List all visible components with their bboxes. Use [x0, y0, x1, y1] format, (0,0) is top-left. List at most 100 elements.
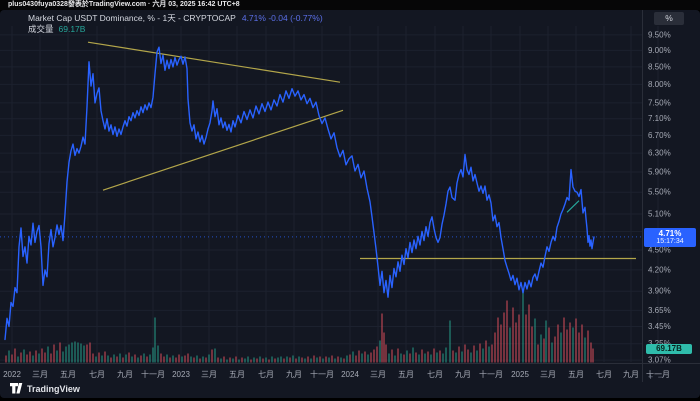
volume-bar: [119, 353, 121, 363]
volume-bar: [534, 318, 536, 363]
time-tick-label: 十一月: [646, 369, 670, 379]
volume-bar: [59, 342, 61, 363]
volume-bar: [563, 317, 565, 363]
volume-bar: [551, 342, 553, 363]
volume-bar: [467, 349, 469, 363]
volume-bar: [235, 356, 237, 363]
price-tick-label: 3.07%: [648, 356, 671, 365]
volume-bar: [217, 357, 219, 363]
volume-bar: [17, 356, 19, 363]
volume-bar: [169, 357, 171, 363]
price-tick-label: 3.65%: [648, 306, 671, 315]
volume-bar: [62, 351, 64, 363]
volume-bar: [334, 358, 336, 363]
volume-bar: [223, 356, 225, 363]
volume-bar: [101, 355, 103, 363]
volume-bar: [569, 322, 571, 363]
volume-bar: [497, 317, 499, 363]
trendline-annotations[interactable]: [87, 41, 636, 260]
volume-bar: [113, 354, 115, 363]
time-tick-label: 2024: [341, 370, 359, 379]
volume-bar: [8, 350, 10, 363]
volume-bar: [316, 357, 318, 363]
volume-bar: [543, 338, 545, 363]
volume-bar: [409, 353, 411, 363]
volume-bar: [56, 350, 58, 363]
volume-bar: [424, 353, 426, 363]
price-axis[interactable]: 9.50% 9.00% 8.50% 8.00% 7.50% 7.10% 6.70% 6.30%…: [648, 30, 671, 364]
volume-bar: [26, 354, 28, 363]
volume-bar: [560, 332, 562, 363]
volume-bar: [452, 350, 454, 363]
volume-bar: [433, 348, 435, 363]
legend-volume-row[interactable]: 成交量 69.17B: [28, 24, 323, 35]
volume-bar: [442, 353, 444, 363]
volume-bar: [259, 356, 261, 363]
volume-bar: [427, 351, 429, 363]
volume-bar: [35, 350, 37, 363]
volume-bar: [226, 359, 228, 363]
volume-bar: [137, 357, 139, 363]
volume-bar: [47, 346, 49, 363]
time-tick-label: 三月: [370, 370, 386, 379]
chart-legend: Market Cap USDT Dominance, % - 1天 - CRYP…: [28, 13, 323, 35]
volume-bar: [304, 358, 306, 363]
volume-bar: [479, 343, 481, 363]
volume-bar: [439, 350, 441, 363]
volume-bar: [307, 356, 309, 363]
volume-bar: [172, 355, 174, 363]
time-tick-label: 五月: [229, 370, 245, 379]
change-value: -0.04 (-0.77%): [268, 13, 323, 23]
volume-bar: [107, 355, 109, 363]
volume-bar: [346, 355, 348, 363]
volume-bar: [128, 352, 130, 363]
volume-bar: [98, 352, 100, 363]
volume-bar: [352, 351, 354, 363]
volume-bar: [575, 318, 577, 363]
chart-plot-area[interactable]: 9.50% 9.00% 8.50% 8.00% 7.50% 7.10% 6.70% 6.30%…: [0, 10, 700, 401]
price-tick-label: 4.20%: [648, 265, 671, 274]
volume-bar: [381, 313, 383, 363]
volume-bar: [214, 348, 216, 363]
percent-scale-button[interactable]: %: [654, 12, 684, 25]
time-tick-label: 九月: [623, 370, 639, 379]
time-tick-label: 十一月: [141, 369, 165, 379]
volume-bar: [400, 353, 402, 363]
volume-bar: [232, 358, 234, 363]
volume-bar: [388, 353, 390, 363]
volume-bar: [506, 300, 508, 363]
price-tick-label: 8.00%: [648, 80, 671, 89]
time-axis[interactable]: 2022 三月 五月 七月 九月 十一月 2023 三月 五月 七月 九月 十一月 2024 三月 五月 七月…: [3, 369, 670, 379]
volume-bar: [421, 349, 423, 363]
volume-bar: [80, 343, 82, 363]
volume-bar: [403, 354, 405, 363]
volume-bar: [415, 352, 417, 363]
trendline-lower: [102, 109, 344, 191]
price-tick-label: 7.50%: [648, 98, 671, 107]
volume-bar: [500, 324, 502, 363]
volume-bar: [143, 353, 145, 363]
tradingview-logo[interactable]: TradingView: [10, 383, 80, 394]
scale-adjust-control[interactable]: + −: [648, 372, 665, 382]
volume-bar: [229, 357, 231, 363]
tradingview-logo-text: TradingView: [27, 383, 80, 394]
volume-bar: [503, 312, 505, 363]
volume-bar: [14, 348, 16, 363]
volume-axis-badge: 69.17B: [646, 344, 692, 354]
volume-bar: [313, 355, 315, 363]
volume-value: 69.17B: [58, 24, 86, 34]
volume-bar: [319, 356, 321, 363]
volume-bar: [581, 324, 583, 363]
volume-bar: [280, 356, 282, 363]
volume-bar: [458, 346, 460, 363]
volume-bar: [190, 356, 192, 363]
volume-bar: [515, 322, 517, 363]
volume-bar: [376, 346, 378, 363]
volume-bar: [355, 355, 357, 363]
gridlines: [0, 26, 659, 362]
volume-bar: [373, 349, 375, 363]
volume-bar: [548, 327, 550, 363]
price-tick-label: 6.30%: [648, 149, 671, 158]
legend-symbol-row[interactable]: Market Cap USDT Dominance, % - 1天 - CRYP…: [28, 13, 323, 24]
axis-separators: [0, 10, 700, 382]
